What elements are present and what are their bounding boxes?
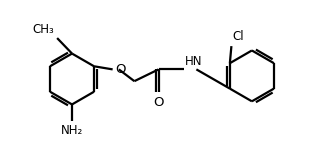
Text: O: O	[153, 96, 164, 109]
Text: CH₃: CH₃	[32, 23, 54, 36]
Text: Cl: Cl	[232, 30, 244, 43]
Text: NH₂: NH₂	[61, 124, 83, 137]
Text: O: O	[115, 63, 125, 76]
Text: HN: HN	[185, 55, 203, 68]
